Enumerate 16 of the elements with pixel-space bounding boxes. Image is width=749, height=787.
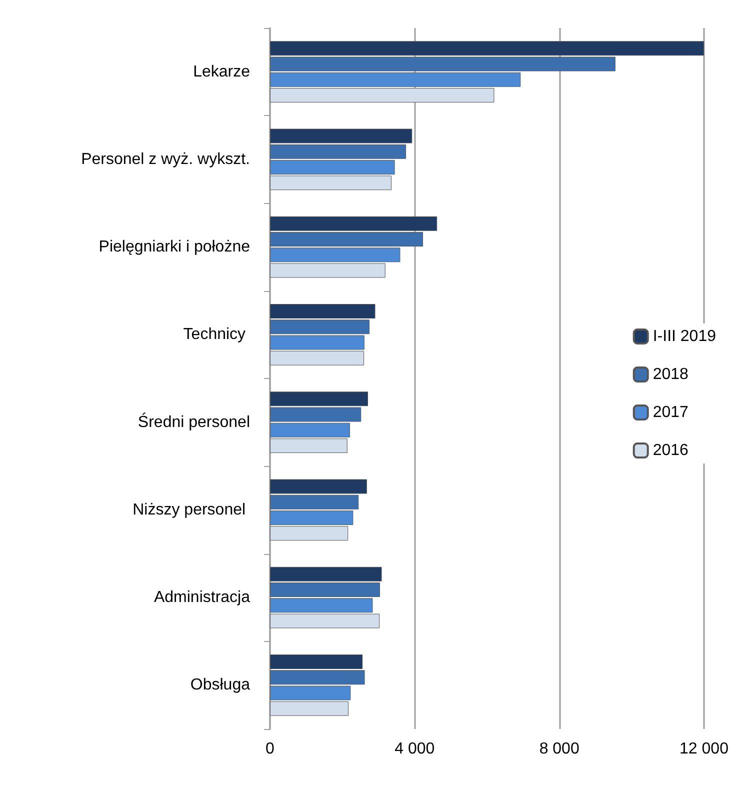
x-tick-label: 8 000 bbox=[539, 740, 580, 758]
y-tick-label: Lekarze bbox=[193, 63, 250, 80]
y-tick-label: Pielęgniarki i położne bbox=[98, 238, 250, 256]
x-tick-label: 12 000 bbox=[680, 740, 729, 758]
legend-label: 2018 bbox=[652, 366, 689, 383]
x-tick-label: 4 000 bbox=[394, 740, 435, 758]
y-tick-label: Administracja bbox=[154, 589, 250, 606]
legend-label: 2016 bbox=[652, 442, 689, 459]
y-tick-label: Niższy personel bbox=[132, 501, 250, 518]
y-tick-label: Średni personel bbox=[138, 412, 250, 431]
y-tick-label: Technicy bbox=[183, 326, 250, 344]
y-tick-label: Personel z wyż. wykszt. bbox=[81, 150, 250, 168]
legend-label: 2017 bbox=[652, 404, 689, 421]
legend-label: I-III 2019 bbox=[652, 328, 716, 345]
x-tick-label: 0 bbox=[266, 740, 275, 758]
y-tick-label: Obsługa bbox=[190, 676, 250, 694]
